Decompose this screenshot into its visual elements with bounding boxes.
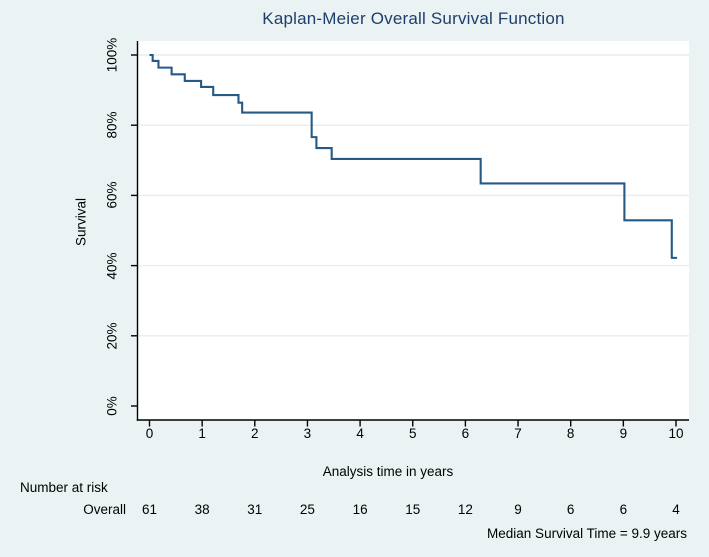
median-survival-annotation: Median Survival Time = 9.9 years xyxy=(487,526,687,541)
y-tick-label: 40% xyxy=(104,252,120,280)
risk-row-label: Overall xyxy=(83,502,126,517)
y-tick-label: 80% xyxy=(104,111,120,139)
risk-count: 12 xyxy=(457,502,473,517)
x-tick-label: 5 xyxy=(408,426,417,441)
x-tick-label: 4 xyxy=(356,426,364,441)
risk-count: 61 xyxy=(141,502,158,517)
x-tick-label: 3 xyxy=(303,426,312,441)
x-axis-title: Analysis time in years xyxy=(322,464,454,479)
risk-count: 6 xyxy=(566,502,575,517)
y-tick-label: 100% xyxy=(104,37,120,73)
x-tick-label: 10 xyxy=(668,426,684,441)
risk-table-header: Number at risk xyxy=(20,480,108,495)
risk-count: 4 xyxy=(672,502,680,517)
x-tick-label: 8 xyxy=(566,426,575,441)
risk-count: 25 xyxy=(299,502,315,517)
y-axis-title: Survival xyxy=(73,197,89,247)
y-tick-label: 20% xyxy=(104,322,120,350)
chart-title: Kaplan-Meier Overall Survival Function xyxy=(262,9,565,28)
x-tick-label: 0 xyxy=(145,426,154,441)
x-tick-label: 2 xyxy=(251,426,259,441)
risk-count: 9 xyxy=(514,502,522,517)
x-tick-label: 9 xyxy=(619,426,628,441)
risk-count: 6 xyxy=(619,502,628,517)
risk-count: 31 xyxy=(247,502,263,517)
x-tick-label: 6 xyxy=(461,426,470,441)
survival-curve xyxy=(149,53,678,259)
risk-count: 38 xyxy=(194,502,210,517)
x-tick-label: 7 xyxy=(514,426,522,441)
y-tick-label: 0% xyxy=(104,396,120,416)
risk-count: 16 xyxy=(352,502,368,517)
risk-count: 15 xyxy=(405,502,421,517)
plot-area xyxy=(137,41,689,420)
x-tick-label: 1 xyxy=(198,426,206,441)
y-tick-label: 60% xyxy=(104,181,120,209)
